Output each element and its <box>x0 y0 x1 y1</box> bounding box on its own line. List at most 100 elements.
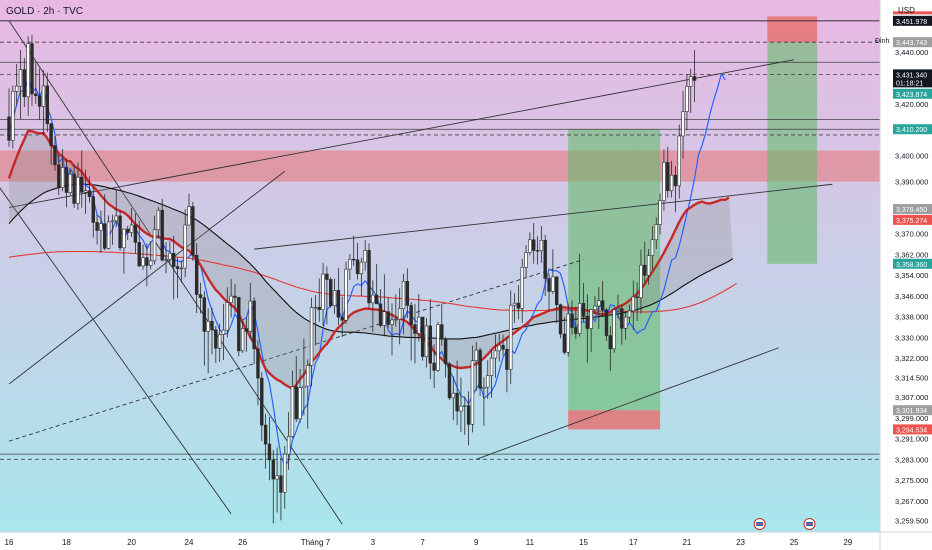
candle-down <box>562 333 567 353</box>
price-tag-box <box>893 88 932 99</box>
trendline <box>8 259 584 442</box>
candle-down <box>126 228 130 233</box>
candle-down <box>585 316 590 329</box>
candle-down <box>443 338 448 365</box>
price-tag-box <box>893 258 932 269</box>
candle-down <box>673 174 678 187</box>
time-tick-label: 7 <box>420 538 425 547</box>
candle-up <box>41 85 46 107</box>
candle-up <box>76 176 80 204</box>
candle-down <box>80 176 84 193</box>
candle-down <box>133 224 138 243</box>
candle-up <box>286 436 291 455</box>
time-axis-panel[interactable] <box>0 532 880 550</box>
candle-up <box>482 386 486 389</box>
price-tag-text: 3,410.200 <box>896 127 927 134</box>
symbol-label[interactable]: GOLD · 2h · TVC <box>6 6 83 17</box>
price-tick-label: 3,307.000 <box>895 393 928 402</box>
candle-down <box>145 257 149 266</box>
candle-up <box>390 319 394 325</box>
us-flag-stripe-icon <box>805 523 813 525</box>
price-tag-box <box>893 405 932 416</box>
candle-down <box>466 405 471 425</box>
price-tick-label: 3,330.000 <box>895 333 928 342</box>
candle-up <box>275 475 279 480</box>
candle-down <box>432 362 436 371</box>
candle-up <box>685 86 689 112</box>
series-line-ma-mid <box>7 129 730 390</box>
candle-down <box>428 325 432 364</box>
price-tick-label: 3,338.000 <box>895 313 928 322</box>
economic-event-markers[interactable] <box>753 518 816 530</box>
time-tick-label: 15 <box>579 538 588 547</box>
candle-up <box>589 309 593 329</box>
currency-label[interactable]: USD <box>898 6 915 15</box>
candle-up <box>26 43 30 98</box>
candle-down <box>244 328 249 332</box>
price-tag-box <box>893 214 932 225</box>
candle-down <box>22 69 27 98</box>
candle-down <box>666 162 670 192</box>
candle-up <box>290 386 295 437</box>
candle-down <box>409 305 413 325</box>
time-tick-label: 11 <box>526 538 535 547</box>
candle-up <box>459 405 463 412</box>
candle-down <box>351 258 356 261</box>
candle-down <box>367 250 371 304</box>
candle-up <box>348 258 352 270</box>
candle-down <box>355 259 360 275</box>
trendline <box>254 183 833 250</box>
candle-up <box>528 239 532 253</box>
candle-up <box>577 303 582 334</box>
candle-down <box>256 348 260 379</box>
candle-down <box>535 250 540 252</box>
price-tick-label: 3,420.000 <box>895 100 928 109</box>
candle-down <box>7 116 11 141</box>
candle-down <box>325 273 329 280</box>
candle-up <box>206 320 210 332</box>
candle-down <box>547 278 551 292</box>
candle-up <box>489 357 494 376</box>
candle-down <box>532 239 536 251</box>
candle-up <box>539 240 544 251</box>
price-tag-text: 3,358.360 <box>896 262 927 269</box>
candle-up <box>524 252 528 268</box>
candle-down <box>604 309 609 336</box>
candle-up <box>627 310 632 318</box>
candle-up <box>129 224 134 233</box>
candle-up <box>470 360 475 425</box>
candle-up <box>99 223 103 231</box>
candle-up <box>371 294 375 304</box>
candle-up <box>486 375 490 388</box>
price-tag-text: 3,451.978 <box>896 19 927 26</box>
candle-up <box>187 206 191 226</box>
time-tick-label: 3 <box>371 538 376 547</box>
candle-up <box>689 76 693 87</box>
candle-down <box>53 145 57 166</box>
trendline <box>8 59 795 209</box>
price-tick-label: 3,362.000 <box>895 250 928 259</box>
candle-down <box>194 255 199 295</box>
flag-label: Đỉnh <box>875 37 890 45</box>
candle-up <box>156 209 161 230</box>
candle-down <box>336 290 341 318</box>
price-tag-box <box>893 37 932 48</box>
candle-up <box>424 325 429 357</box>
candle-up <box>593 305 597 310</box>
candle-up <box>141 257 145 267</box>
candle-down <box>118 215 122 249</box>
candle-down <box>620 308 624 329</box>
candle-down <box>329 279 333 307</box>
price-tick-label: 3,354.000 <box>895 271 928 280</box>
candle-down <box>137 242 141 267</box>
candle-down <box>317 306 321 310</box>
candle-down <box>237 297 241 352</box>
candle-up <box>164 259 168 261</box>
time-tick-label: 29 <box>843 538 852 547</box>
candle-down <box>608 335 613 350</box>
candle-down <box>543 240 547 279</box>
candle-down <box>600 300 605 311</box>
candle-down <box>581 303 586 317</box>
